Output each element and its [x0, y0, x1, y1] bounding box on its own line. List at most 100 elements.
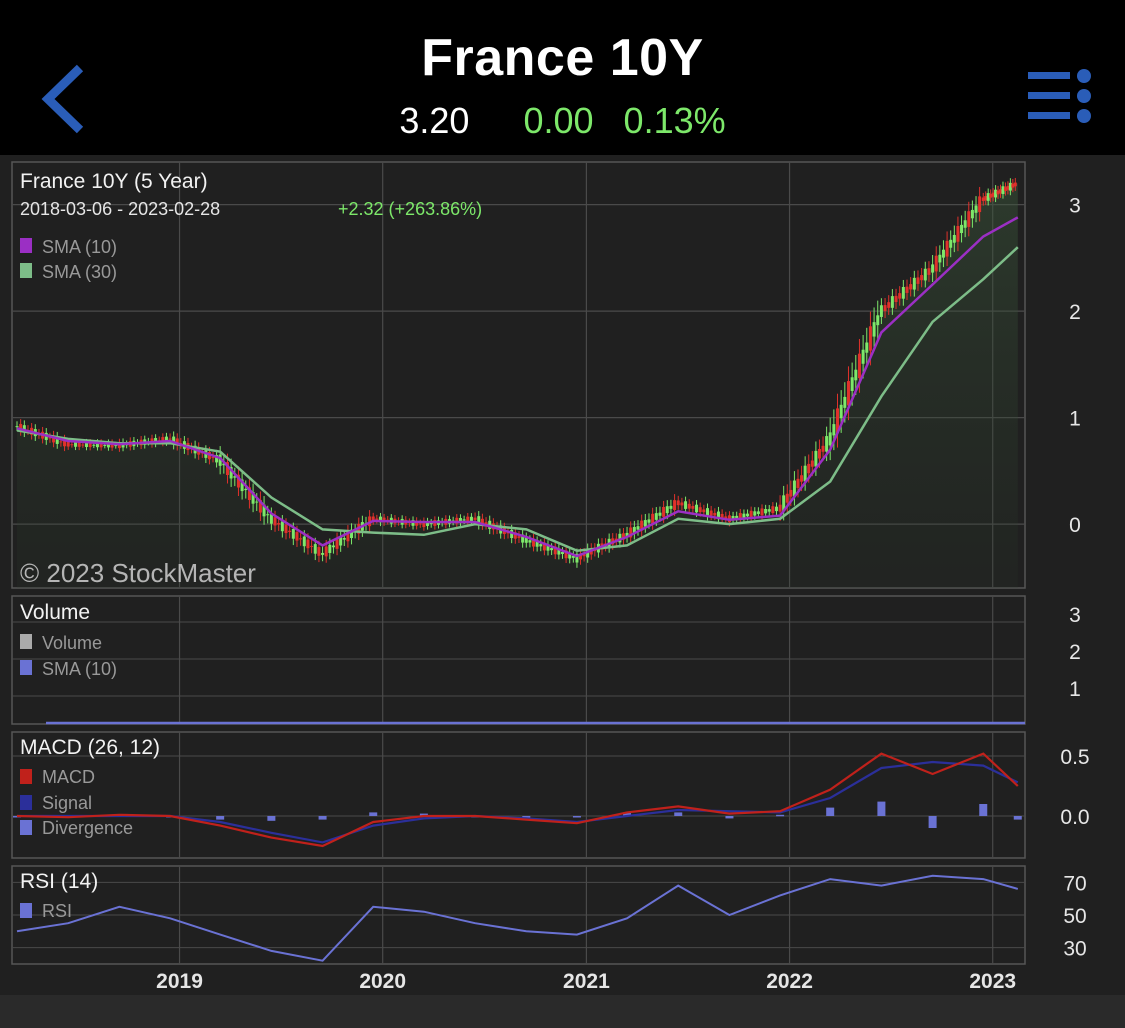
candle-body: [898, 293, 902, 299]
divergence-bar: [216, 816, 225, 820]
chart-svg[interactable]: 2019 2020 2021 2022 202332103210.50.0705030 …: [0, 155, 1125, 995]
candle-body: [789, 489, 793, 497]
macd-panel-frame: [11, 731, 1026, 859]
candle-body: [814, 450, 818, 467]
candle-body: [266, 514, 270, 516]
candle-body: [629, 527, 633, 538]
candle-body: [1008, 182, 1012, 191]
candle-body: [868, 326, 872, 351]
candle-body: [778, 504, 782, 512]
candle-body: [890, 296, 894, 308]
candle-body: [371, 516, 375, 522]
legend-divergence: Divergence: [42, 818, 133, 838]
candle-body: [236, 474, 240, 488]
macd-y-tick-label: 0.0: [1060, 806, 1089, 829]
candle-body: [215, 454, 219, 463]
candle-body: [164, 436, 168, 443]
x-tick-label: 2023: [969, 970, 1016, 993]
candle-body: [817, 448, 821, 459]
candle-body: [484, 522, 488, 525]
rsi-y-tick-label: 30: [1063, 938, 1086, 961]
candle-body: [785, 493, 789, 503]
candle-body: [277, 523, 281, 525]
divergence-bar: [725, 816, 734, 819]
candle-body: [698, 507, 702, 513]
candle-body: [764, 508, 768, 514]
candle-body: [378, 516, 382, 523]
divergence-bar: [928, 816, 937, 828]
candle-body: [539, 544, 543, 547]
candle-body: [295, 532, 299, 541]
candle-body: [542, 542, 546, 551]
signal-line: [17, 760, 1019, 844]
quote-line: 3.20 0.00 0.13%: [0, 100, 1125, 142]
candle-body: [528, 540, 532, 543]
candle-body: [999, 189, 1003, 194]
candle-body: [774, 506, 778, 512]
y-tick-label: 3: [1069, 195, 1081, 218]
candle-body: [77, 442, 81, 447]
candle-body: [920, 275, 924, 281]
candle-body: [912, 277, 916, 290]
volume-y-tick-label: 2: [1069, 641, 1081, 664]
candle-body: [676, 500, 680, 506]
candle-body: [821, 445, 825, 452]
candle-body: [466, 516, 470, 523]
candle-body: [244, 488, 248, 491]
back-chevron-icon[interactable]: [36, 62, 96, 136]
candle-body: [909, 284, 913, 290]
divergence-bar: [826, 807, 835, 816]
candle-body: [767, 509, 771, 512]
candle-body: [746, 513, 750, 517]
main-panel-range: 2018-03-06 - 2023-02-28: [20, 199, 220, 219]
candle-body: [658, 512, 662, 516]
candle-body: [618, 533, 622, 543]
divergence-bar: [572, 816, 581, 818]
candle-body: [706, 508, 710, 516]
candle-body: [550, 548, 554, 551]
legend-swatch-volume-sma: [20, 660, 32, 675]
menu-list-icon[interactable]: [1028, 68, 1098, 132]
candle-body: [222, 463, 226, 466]
candle-body: [709, 510, 713, 516]
candle-body: [887, 302, 891, 308]
legend-volume-sma: SMA (10): [42, 659, 117, 679]
candle-body: [839, 404, 843, 419]
candle-body: [749, 510, 753, 518]
candle-body: [229, 467, 233, 479]
candle-body: [59, 441, 63, 443]
price-value: 3.20: [399, 100, 470, 141]
candle-body: [513, 532, 517, 539]
candle-body: [662, 506, 666, 517]
candle-body: [579, 553, 583, 560]
candle-body: [927, 268, 931, 275]
candle-body: [342, 538, 346, 540]
legend-sma10: SMA (10): [42, 237, 117, 257]
candle-body: [691, 505, 695, 509]
candle-body: [103, 444, 107, 446]
candle-body: [532, 538, 536, 547]
candle-body: [52, 435, 56, 443]
main-series-lines: [16, 216, 1019, 558]
legend-rsi: RSI: [42, 901, 72, 921]
candle-body: [110, 442, 114, 448]
legend-swatch-sma30: [20, 263, 32, 278]
chart-area[interactable]: 2019 2020 2021 2022 2023 3 2 1 0 3 2 1 0.5 0.0 70 50 30 …: [0, 155, 1125, 995]
candle-body: [825, 436, 829, 452]
candle-body: [269, 513, 273, 524]
candle-body: [782, 495, 786, 512]
candle-body: [317, 547, 321, 556]
candle-body: [684, 501, 688, 509]
candle-body: [262, 504, 266, 517]
candle-body: [299, 538, 303, 540]
candle-body: [335, 538, 339, 549]
candle-body: [861, 349, 865, 364]
candle-body: [321, 552, 325, 555]
candle-body: [48, 437, 52, 439]
candle-body: [836, 408, 840, 433]
candle-body: [88, 442, 92, 448]
candle-body: [1003, 187, 1007, 191]
candle-body: [984, 196, 988, 201]
candle-body: [350, 529, 354, 539]
rsi-panel-title: RSI (14): [20, 870, 98, 893]
